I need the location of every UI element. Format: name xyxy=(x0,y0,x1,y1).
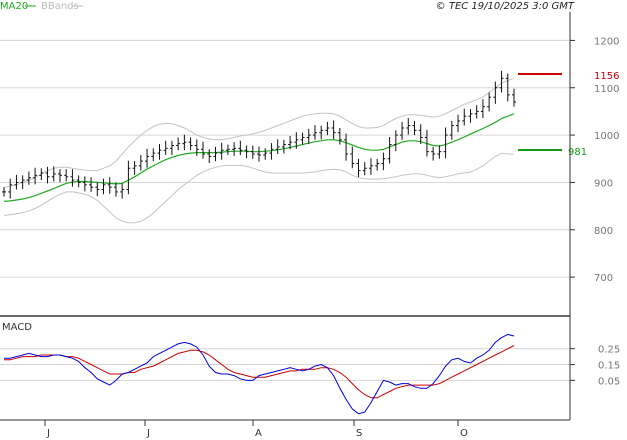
chart-legend: MA20 BBands xyxy=(0,1,83,12)
legend-ma20-label: MA20 xyxy=(0,1,28,12)
macd-panel-title: MACD xyxy=(2,322,32,333)
support-label: 981 xyxy=(568,147,587,158)
price-tick-label: 1000 xyxy=(594,131,619,142)
price-tick-label: 800 xyxy=(594,226,613,237)
x-tick-label: J xyxy=(146,428,150,439)
macd-tick-label: 0.05 xyxy=(598,376,620,387)
legend-bbands-label: BBands xyxy=(41,1,79,12)
x-tick-label: S xyxy=(356,428,362,439)
macd-tick-label: 0.25 xyxy=(598,345,620,356)
macd-grid xyxy=(0,348,570,381)
price-panel xyxy=(0,12,570,315)
price-tick-label: 700 xyxy=(594,273,613,284)
x-tick-label: A xyxy=(255,428,262,439)
macd-y-axis: 0.25 0.15 0.05 xyxy=(570,345,620,387)
macd-series-signal xyxy=(4,345,515,399)
price-y-axis: 1200 1100 1000 900 800 700 xyxy=(570,36,619,284)
price-tick-label: 900 xyxy=(594,178,613,189)
price-bars xyxy=(2,70,516,199)
price-tick-label: 1200 xyxy=(594,36,619,47)
bbands-lower-line xyxy=(3,152,514,224)
bollinger-bands xyxy=(3,77,515,224)
x-tick-label: J xyxy=(46,428,50,439)
x-tick-label: O xyxy=(460,428,468,439)
bbands-upper-line xyxy=(3,77,515,188)
price-tick-label: 1100 xyxy=(594,84,619,95)
resistance-label: 1156 xyxy=(594,71,619,82)
macd-series-macd xyxy=(4,333,515,415)
copyright-text: © TEC 19/10/2025 3:0 GMT xyxy=(436,1,575,12)
macd-tick-label: 0.15 xyxy=(598,361,620,372)
macd-lines xyxy=(4,333,515,415)
